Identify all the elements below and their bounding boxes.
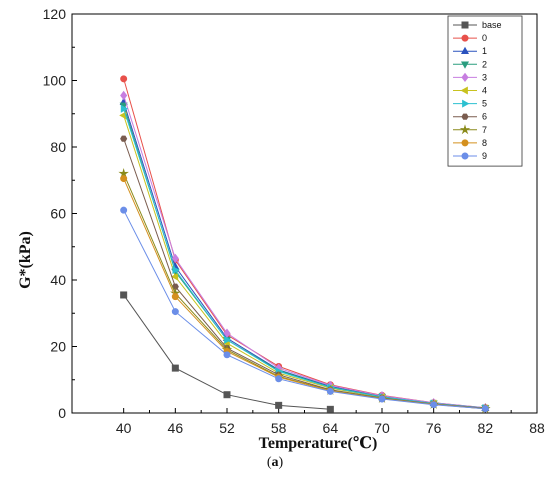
legend-marker <box>461 139 469 147</box>
legend-label: 3 <box>482 72 487 82</box>
series-line <box>123 95 486 409</box>
x-tick-label: 82 <box>478 420 494 436</box>
legend-item: 3 <box>453 72 487 82</box>
x-tick-label: 88 <box>529 420 545 436</box>
data-point <box>326 405 334 413</box>
x-tick-label: 46 <box>168 420 184 436</box>
y-tick-label: 80 <box>50 139 66 155</box>
legend-item: 9 <box>453 151 487 161</box>
data-point <box>275 375 283 383</box>
data-point <box>171 364 179 372</box>
series-base <box>120 291 334 413</box>
y-tick-label: 0 <box>58 405 66 421</box>
data-point <box>170 272 179 281</box>
legend-label: 1 <box>482 46 487 56</box>
legend-label: 8 <box>482 138 487 148</box>
legend-marker <box>461 34 469 42</box>
legend-item: 6 <box>453 112 487 122</box>
legend-item: 5 <box>453 99 487 109</box>
legend-marker <box>460 46 470 55</box>
legend-label: base <box>482 20 502 30</box>
legend: base 0 1 2 3 4 5 6 7 8 9 <box>447 15 523 167</box>
legend-marker <box>461 72 469 83</box>
data-point <box>275 401 283 409</box>
legend-label: 9 <box>482 151 487 161</box>
series-line <box>123 209 486 410</box>
legend-marker <box>460 61 470 69</box>
x-tick-label: 52 <box>219 420 235 436</box>
data-point <box>120 206 128 214</box>
x-tick-label: 76 <box>426 420 442 436</box>
legend-box <box>447 15 523 167</box>
series-line <box>123 78 486 409</box>
legend-marker <box>461 113 469 120</box>
legend-item: base <box>453 20 502 30</box>
legend-marker <box>462 99 470 108</box>
legend-marker <box>460 86 468 95</box>
data-point <box>223 351 231 359</box>
legend-label: 0 <box>482 33 487 43</box>
data-point <box>223 328 231 338</box>
data-point <box>223 391 231 399</box>
data-point <box>224 335 232 344</box>
legend-item: 1 <box>453 46 487 56</box>
x-tick-label: 70 <box>374 420 390 436</box>
data-point <box>120 291 128 299</box>
data-point <box>120 90 128 101</box>
x-axis-title: Temperature(℃) <box>259 435 378 452</box>
data-point <box>378 395 386 403</box>
data-point <box>171 253 179 264</box>
caption-open-paren: ( <box>266 455 272 470</box>
series-line <box>123 178 486 410</box>
legend-label: 5 <box>482 99 487 109</box>
data-point <box>326 387 334 395</box>
series-line <box>123 108 486 409</box>
legend-item: 0 <box>453 33 487 43</box>
x-axis: 40 46 52 58 64 70 76 82 88 <box>116 408 545 436</box>
legend-marker <box>461 152 469 160</box>
data-point <box>171 293 179 301</box>
y-tick-label: 60 <box>50 206 66 222</box>
legend-item: 8 <box>453 138 487 148</box>
data-point <box>120 75 128 83</box>
y-tick-label: 100 <box>43 73 67 89</box>
data-point <box>172 265 180 275</box>
data-point <box>171 308 179 316</box>
legend-marker <box>461 21 469 29</box>
x-tick-label: 64 <box>323 420 339 436</box>
data-point <box>120 135 128 142</box>
series-line <box>123 101 486 409</box>
series-0 <box>120 75 489 412</box>
legend-marker <box>459 124 471 135</box>
legend-label: 2 <box>482 59 487 69</box>
legend-label: 7 <box>482 125 487 135</box>
y-tick-label: 20 <box>50 339 66 355</box>
data-point <box>481 405 489 413</box>
legend-item: 7 <box>453 124 487 135</box>
series-9 <box>120 206 489 413</box>
x-tick-label: 58 <box>271 420 287 436</box>
legend-label: 4 <box>482 86 487 96</box>
data-point <box>430 401 438 409</box>
series-3 <box>120 90 489 413</box>
caption-close-paren: ) <box>278 455 284 470</box>
data-point <box>120 175 128 183</box>
series-line <box>123 173 486 410</box>
figure-caption: (a) <box>0 455 550 471</box>
series-line <box>123 105 486 409</box>
legend-item: 4 <box>453 86 487 96</box>
caption-letter: a <box>271 455 279 470</box>
x-tick-label: 40 <box>116 420 132 436</box>
y-tick-label: 40 <box>50 272 66 288</box>
legend-item: 2 <box>453 59 487 69</box>
legend-label: 6 <box>482 112 487 122</box>
series-layer <box>118 75 491 414</box>
data-point <box>120 104 129 113</box>
y-axis-title: G*(kPa) <box>17 231 34 289</box>
y-tick-label: 120 <box>43 6 67 22</box>
y-axis: 0 20 40 60 80 100 120 <box>43 6 77 421</box>
